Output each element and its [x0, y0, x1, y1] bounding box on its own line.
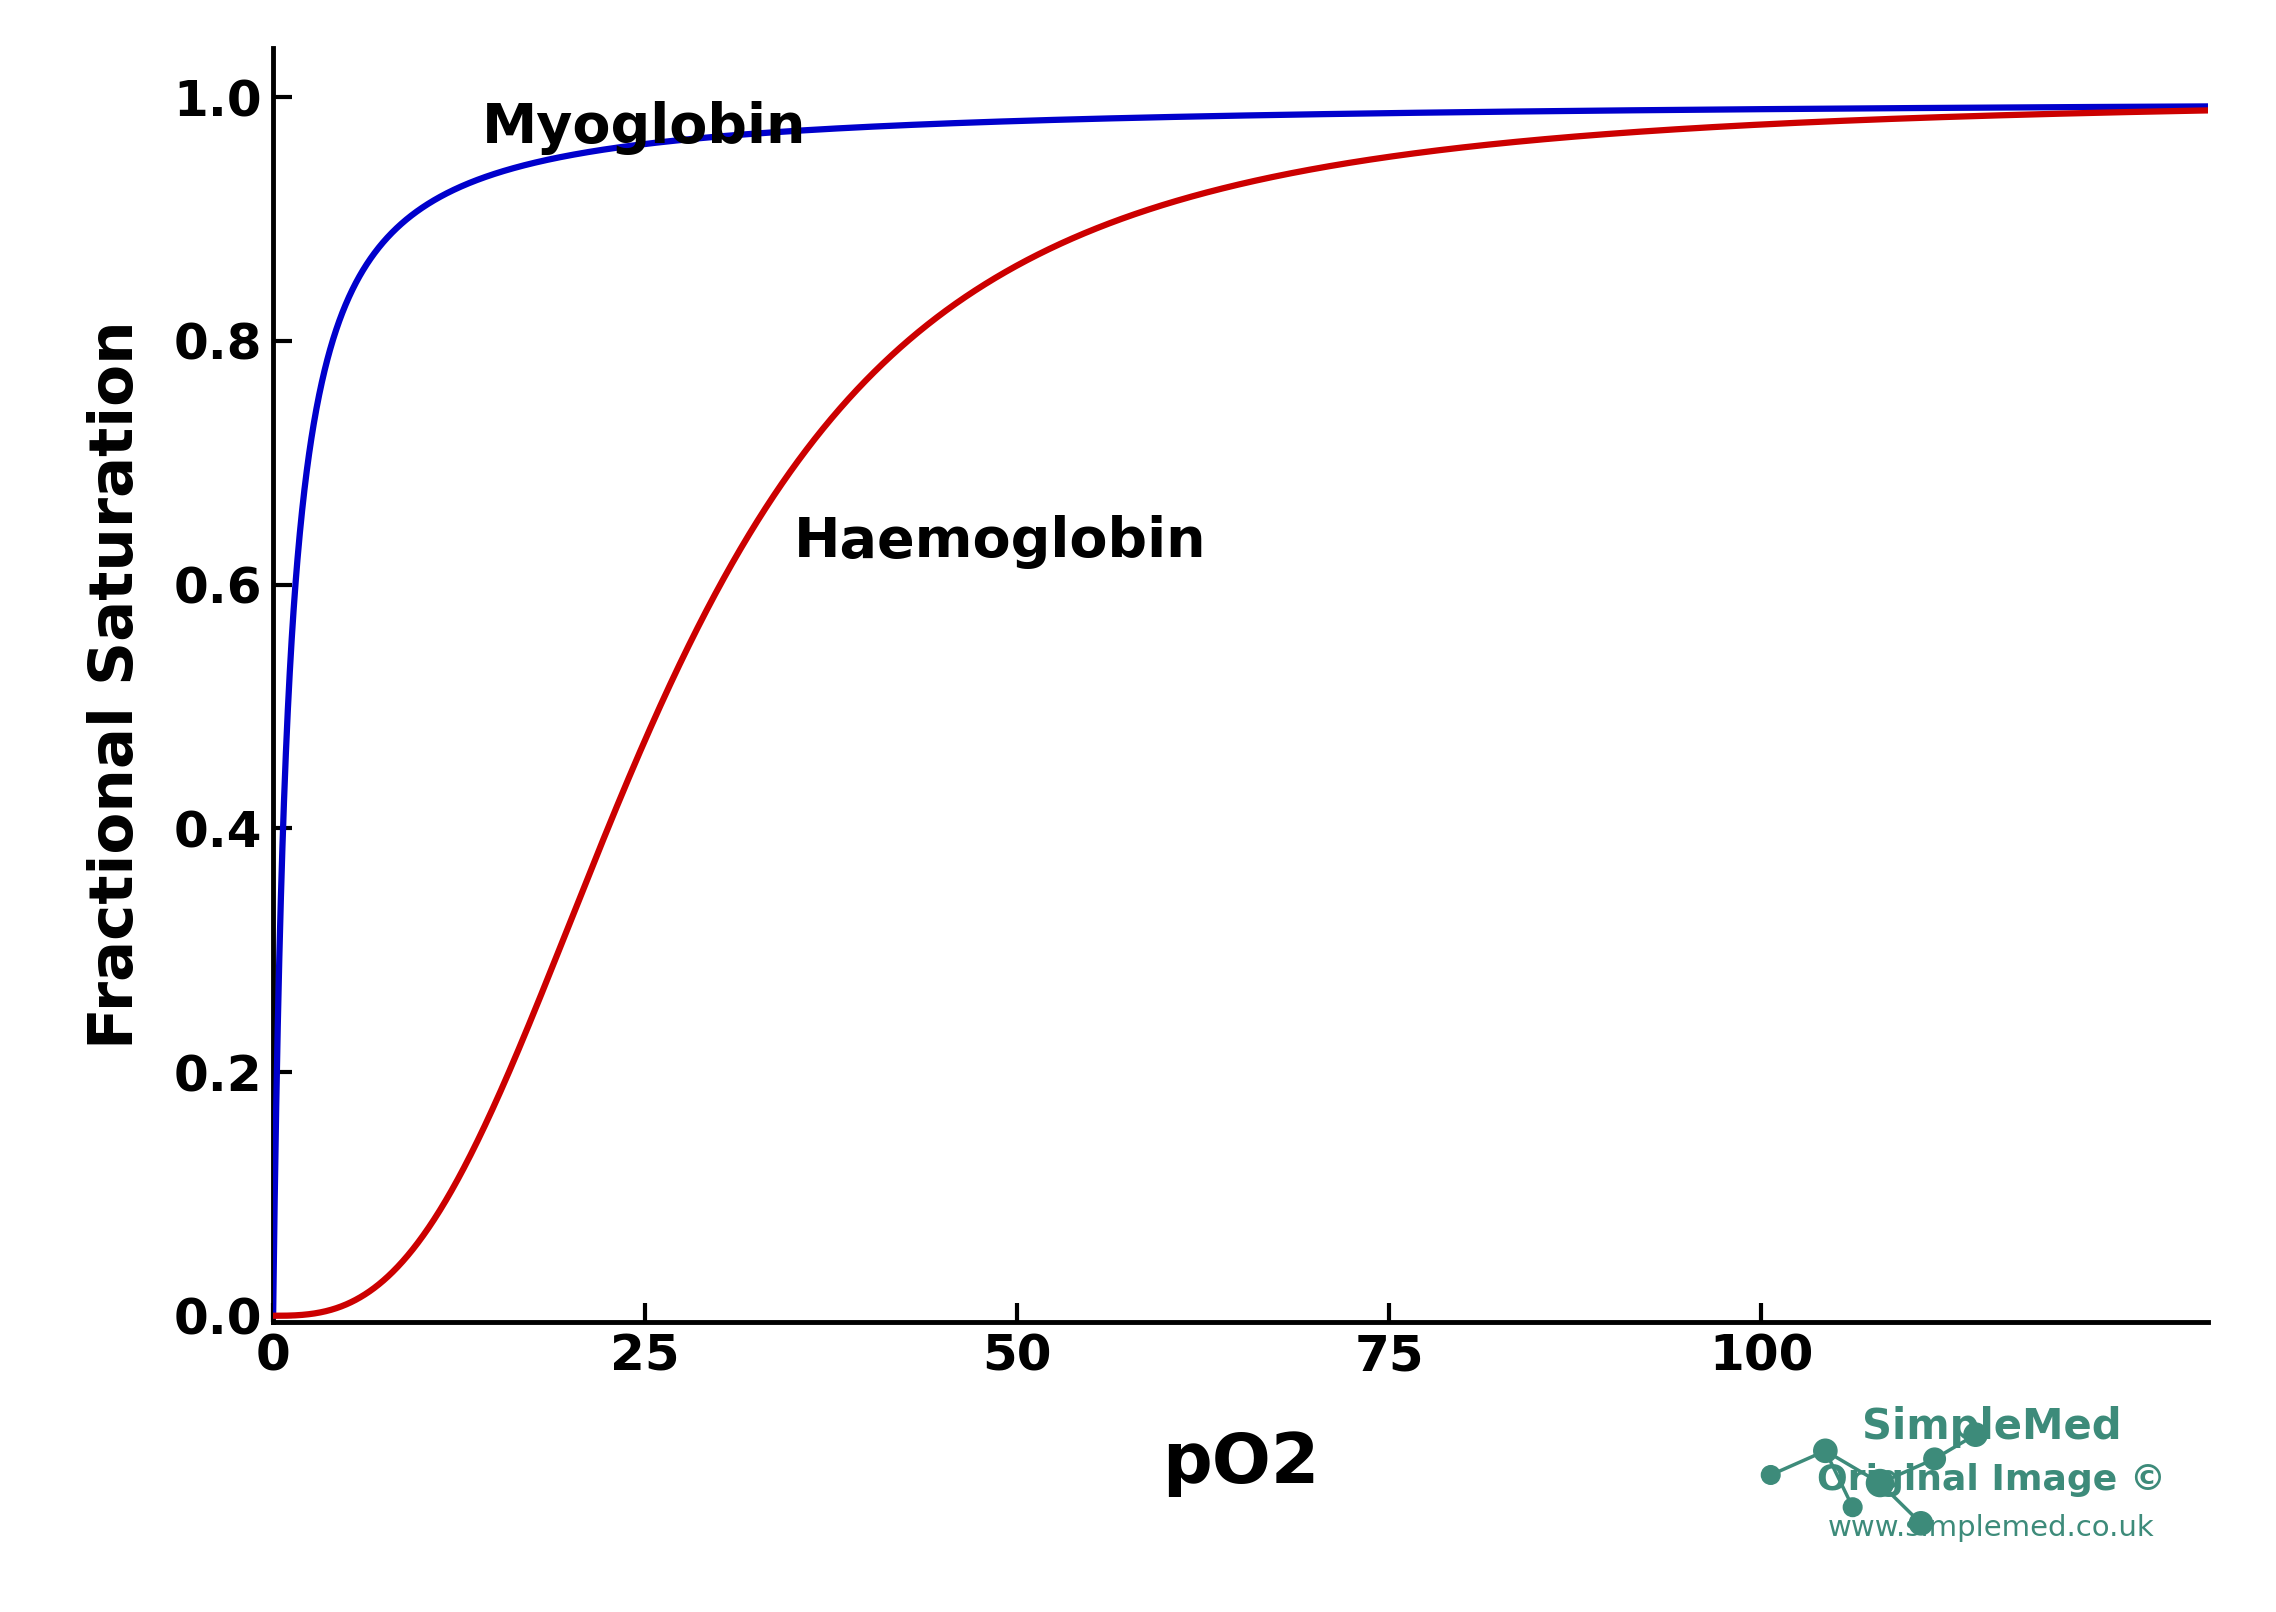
Text: Original Image ©: Original Image © [1816, 1462, 2167, 1498]
Y-axis label: Fractional Saturation: Fractional Saturation [86, 321, 146, 1049]
Text: www.simplemed.co.uk: www.simplemed.co.uk [1828, 1514, 2155, 1543]
Text: Haemoglobin: Haemoglobin [794, 514, 1206, 569]
Point [1957, 1422, 1994, 1448]
Point [1916, 1446, 1953, 1472]
Point [1807, 1438, 1844, 1464]
X-axis label: pO2: pO2 [1161, 1430, 1320, 1496]
Point [1903, 1510, 1939, 1536]
Text: SimpleMed: SimpleMed [1862, 1406, 2121, 1448]
Point [1834, 1494, 1871, 1520]
Point [1753, 1462, 1789, 1488]
Point [1862, 1470, 1898, 1496]
Text: Myoglobin: Myoglobin [483, 100, 806, 155]
